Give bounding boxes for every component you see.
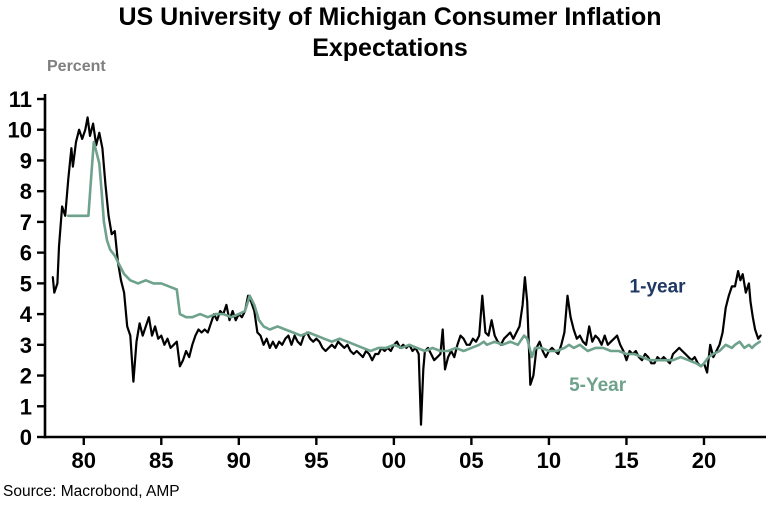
y-tick-label: 5 <box>20 271 32 296</box>
y-tick-label: 1 <box>20 394 32 419</box>
x-tick-label: 00 <box>382 448 406 473</box>
y-tick-label: 9 <box>20 148 32 173</box>
y-tick-label: 8 <box>20 179 32 204</box>
y-tick-label: 0 <box>20 425 32 450</box>
inflation-expectations-line-chart: 0 1 2 3 4 5 6 7 8 9 10 11 80 85 90 95 00 05 10 15 20 1-year 5-… <box>8 87 766 473</box>
y-tick-label: 2 <box>20 364 32 389</box>
y-axis-unit-label: Percent <box>47 58 106 75</box>
series-label-1-year: 1-year <box>630 277 687 298</box>
series-label-5-year: 5-Year <box>569 375 627 396</box>
x-tick-label: 85 <box>149 448 173 473</box>
x-tick-label: 95 <box>304 448 328 473</box>
x-tick-label: 15 <box>614 448 638 473</box>
chart-title: US University of Michigan Consumer Infla… <box>0 2 780 63</box>
y-tick-label: 3 <box>20 333 32 358</box>
x-tick-label: 90 <box>227 448 251 473</box>
source-note: Source: Macrobond, AMP <box>3 483 180 500</box>
x-tick-label: 10 <box>537 448 561 473</box>
y-tick-label: 10 <box>8 118 32 143</box>
y-tick-label: 4 <box>20 302 33 327</box>
chart-title-text: US University of Michigan Consumer Infla… <box>118 3 662 62</box>
series-line-5-year <box>67 140 762 368</box>
y-tick-label: 7 <box>20 210 32 235</box>
x-tick-label: 80 <box>72 448 96 473</box>
y-tick-label: 6 <box>20 241 32 266</box>
x-tick-label: 20 <box>692 448 716 473</box>
series-line-1-year <box>51 116 762 426</box>
x-tick-label: 05 <box>459 448 483 473</box>
y-tick-label: 11 <box>9 87 32 112</box>
